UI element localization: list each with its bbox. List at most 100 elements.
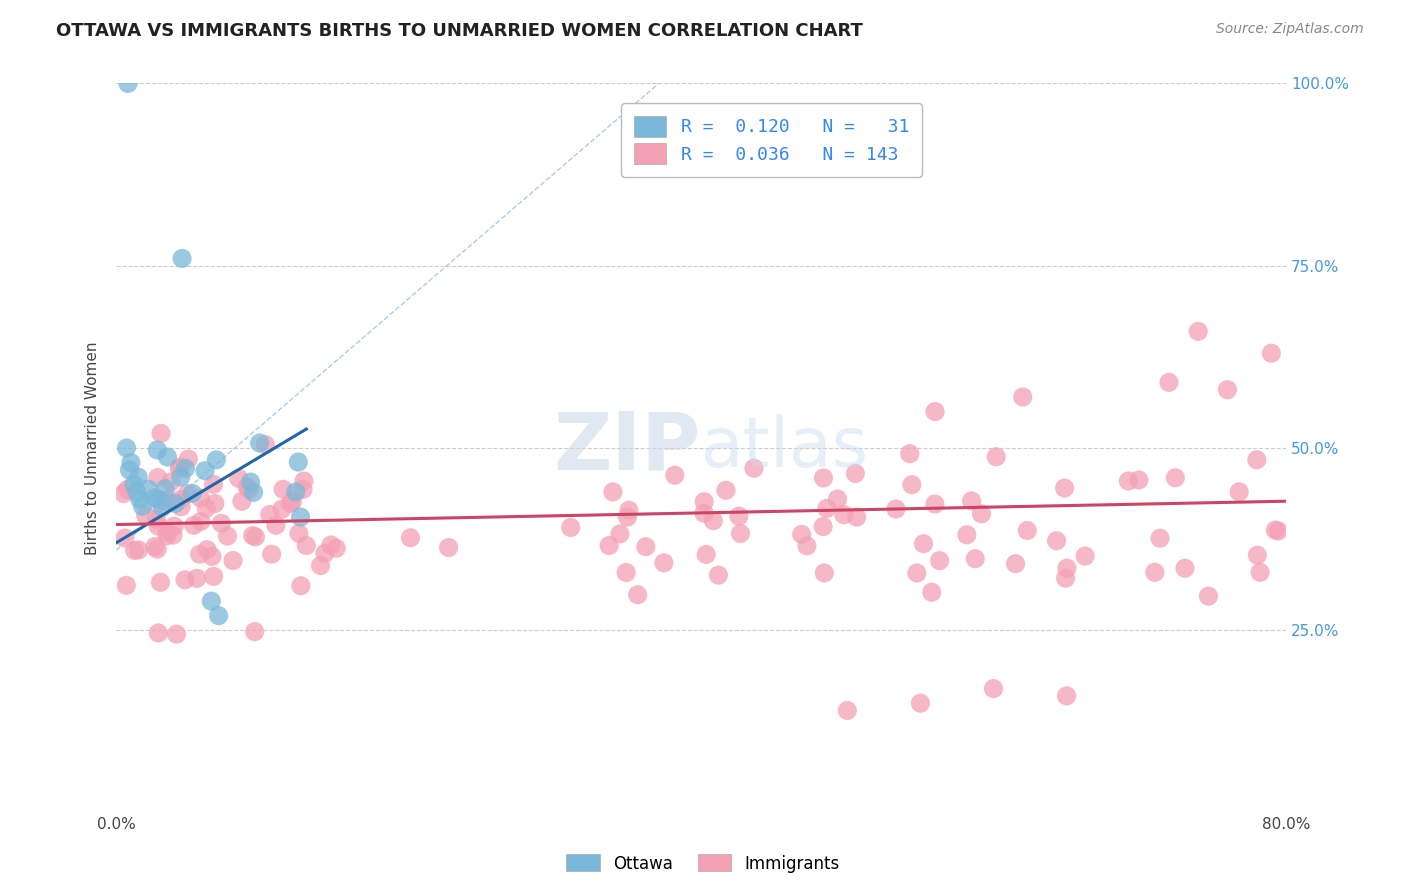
Point — [560, 520, 582, 534]
Point — [1004, 557, 1026, 571]
Point — [1164, 471, 1187, 485]
Point — [884, 502, 907, 516]
Point — [128, 491, 150, 506]
Point — [170, 500, 193, 514]
Point — [815, 501, 838, 516]
Point — [170, 470, 193, 484]
Point — [146, 442, 169, 457]
Point — [844, 467, 866, 481]
Point — [832, 508, 855, 522]
Point — [242, 528, 264, 542]
Point — [1017, 524, 1039, 538]
Point — [254, 437, 277, 451]
Point — [652, 556, 675, 570]
Point — [260, 547, 283, 561]
Point — [112, 486, 135, 500]
Text: atlas: atlas — [702, 415, 869, 482]
Point — [207, 608, 229, 623]
Point — [183, 518, 205, 533]
Point — [170, 252, 193, 266]
Point — [148, 626, 170, 640]
Point — [190, 491, 212, 505]
Point — [924, 404, 946, 418]
Point — [1045, 533, 1067, 548]
Point — [290, 579, 312, 593]
Point — [249, 436, 271, 450]
Point — [163, 519, 186, 533]
Point — [122, 477, 145, 491]
Point — [125, 484, 148, 499]
Point — [176, 486, 198, 500]
Point — [236, 480, 259, 494]
Point — [924, 497, 946, 511]
Point — [115, 578, 138, 592]
Point — [617, 503, 640, 517]
Point — [292, 483, 315, 497]
Point — [730, 526, 752, 541]
Point — [146, 492, 169, 507]
Point — [437, 541, 460, 555]
Point — [1227, 484, 1250, 499]
Point — [146, 519, 169, 533]
Point — [602, 484, 624, 499]
Point — [194, 464, 217, 478]
Point — [1249, 566, 1271, 580]
Point — [135, 508, 157, 523]
Point — [965, 551, 987, 566]
Point — [928, 554, 950, 568]
Point — [222, 553, 245, 567]
Point — [901, 477, 924, 491]
Point — [1264, 523, 1286, 537]
Point — [319, 538, 342, 552]
Point — [727, 509, 749, 524]
Point — [238, 483, 260, 497]
Point — [195, 542, 218, 557]
Point — [217, 529, 239, 543]
Point — [288, 526, 311, 541]
Point — [970, 507, 993, 521]
Point — [910, 696, 932, 710]
Legend: R =  0.120   N =   31, R =  0.036   N = 143: R = 0.120 N = 31, R = 0.036 N = 143 — [621, 103, 921, 177]
Point — [143, 491, 166, 505]
Point — [1128, 473, 1150, 487]
Point — [813, 566, 835, 580]
Point — [956, 527, 979, 541]
Point — [228, 471, 250, 485]
Y-axis label: Births to Unmarried Women: Births to Unmarried Women — [86, 342, 100, 555]
Point — [1267, 524, 1289, 538]
Point — [131, 500, 153, 514]
Point — [714, 483, 737, 498]
Point — [231, 494, 253, 508]
Point — [290, 510, 312, 524]
Point — [127, 470, 149, 484]
Point — [152, 494, 174, 508]
Point — [921, 585, 943, 599]
Point — [202, 569, 225, 583]
Point — [986, 450, 1008, 464]
Point — [325, 541, 347, 556]
Point — [742, 461, 765, 475]
Point — [186, 571, 208, 585]
Point — [1157, 376, 1180, 390]
Point — [166, 627, 188, 641]
Point — [1011, 390, 1033, 404]
Point — [664, 468, 686, 483]
Point — [242, 485, 264, 500]
Text: Source: ZipAtlas.com: Source: ZipAtlas.com — [1216, 22, 1364, 37]
Point — [202, 477, 225, 491]
Point — [115, 441, 138, 455]
Point — [160, 475, 183, 489]
Point — [205, 453, 228, 467]
Point — [118, 463, 141, 477]
Point — [150, 426, 173, 441]
Point — [960, 494, 983, 508]
Point — [983, 681, 1005, 696]
Point — [898, 447, 921, 461]
Point — [169, 461, 191, 475]
Point — [264, 518, 287, 533]
Point — [138, 482, 160, 496]
Point — [796, 539, 818, 553]
Point — [188, 547, 211, 561]
Point — [292, 474, 315, 488]
Point — [1260, 346, 1282, 360]
